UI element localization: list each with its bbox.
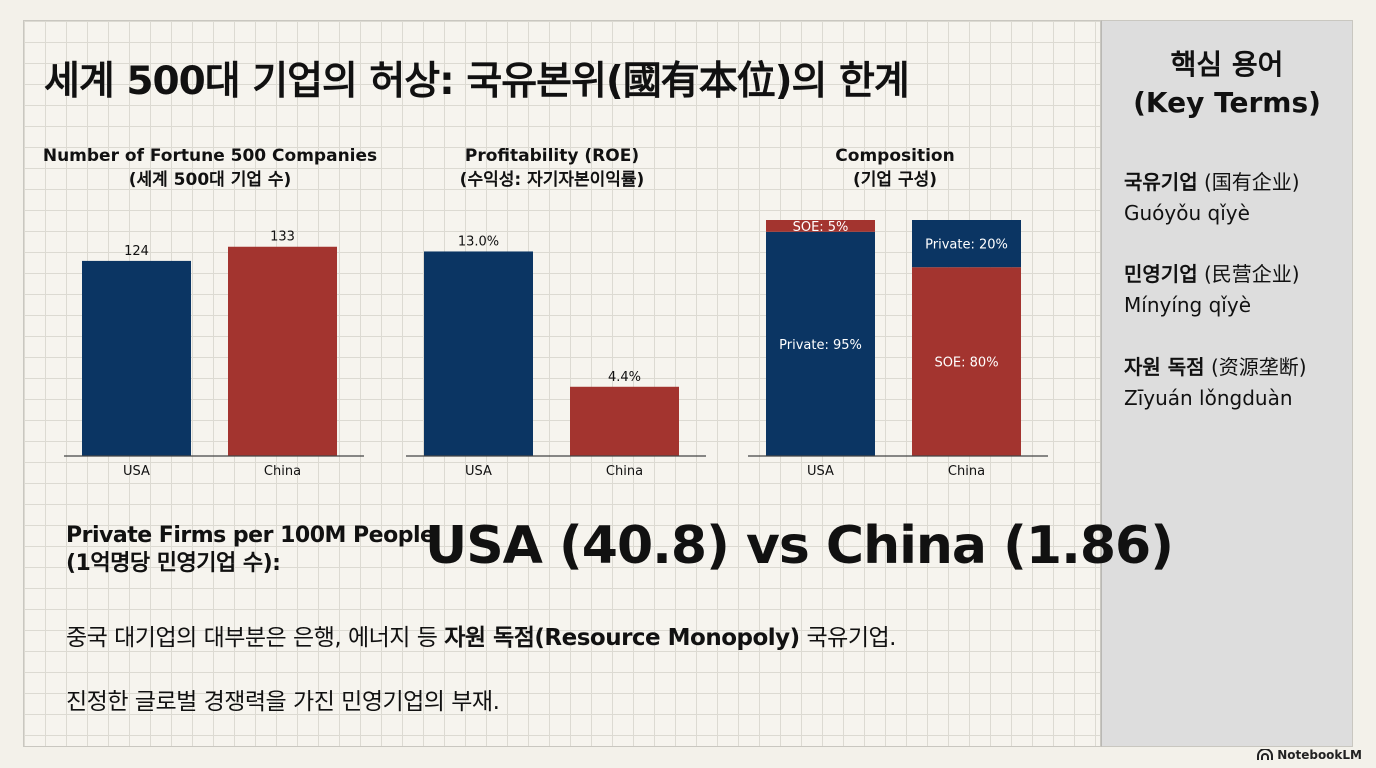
- key-terms-title-line2: (Key Terms): [1133, 86, 1321, 119]
- page-title: 세계 500대 기업의 허상: 국유본위(國有本位)의 한계: [44, 59, 910, 104]
- body-line-1-pre: 중국 대기업의 대부분은 은행, 에너지 등: [66, 625, 445, 651]
- body-line-1: 중국 대기업의 대부분은 은행, 에너지 등 자원 독점(Resource Mo…: [66, 618, 896, 652]
- segment-label: Private: 20%: [925, 238, 1008, 253]
- chart-3-title: Composition: [835, 146, 955, 166]
- key-terms-title-line1: 핵심 용어: [1170, 48, 1284, 81]
- data-label: 133: [270, 230, 295, 245]
- composition-chart: Private: 95% SOE: 5% SOE: 80% Private: 20% U…: [748, 220, 1048, 479]
- term-monopoly-ko: 자원 독점: [1124, 355, 1205, 379]
- bar-china: [570, 386, 679, 456]
- x-tick-label: USA: [123, 464, 150, 479]
- segment-label: Private: 95%: [779, 338, 862, 353]
- term-private-head: 민영기업 (民营企业): [1124, 258, 1349, 287]
- term-monopoly-head: 자원 독점 (资源垄断): [1124, 351, 1349, 380]
- body-line-1-post: 국유기업.: [799, 625, 896, 651]
- chart-2-title: Profitability (ROE): [464, 146, 640, 166]
- chart-3-title-block: Composition (기업 구성): [745, 144, 1045, 192]
- notebooklm-logo-icon: [1257, 749, 1274, 760]
- segment-label: SOE: 80%: [934, 356, 998, 371]
- term-soe-head: 국유기업 (国有企业): [1124, 166, 1349, 195]
- fortune500-count-chart: 124 133 USA China: [64, 230, 364, 479]
- bar-usa: [82, 260, 191, 456]
- data-label: 4.4%: [608, 370, 641, 385]
- brand-mark: NotebookLM: [1257, 748, 1362, 762]
- term-monopoly-zh: (资源垄断): [1210, 355, 1307, 379]
- term-soe: 국유기업 (国有企业) Guóyǒu qǐyè: [1124, 166, 1349, 225]
- key-terms-panel: [1101, 20, 1353, 747]
- chart-1-title-block: Number of Fortune 500 Companies (세계 500대…: [40, 144, 380, 192]
- segment-label: SOE: 5%: [793, 220, 849, 235]
- data-label: 124: [124, 244, 149, 259]
- private-firms-comparison: USA (40.8) vs China (1.86): [425, 516, 1174, 576]
- bar-china-private: [912, 220, 1021, 268]
- term-monopoly-pinyin: Zīyuán lǒngduàn: [1124, 386, 1293, 410]
- term-soe-zh: (国有企业): [1203, 170, 1300, 194]
- term-soe-ko: 국유기업: [1124, 170, 1198, 194]
- chart-3-subtitle: (기업 구성): [852, 170, 938, 190]
- x-tick-label: USA: [807, 464, 834, 479]
- term-private-pinyin: Mínyíng qǐyè: [1124, 293, 1252, 317]
- term-private-zh: (民营企业): [1203, 262, 1300, 286]
- bar-china: [228, 246, 337, 456]
- x-tick-label: China: [264, 464, 301, 479]
- x-tick-label: China: [606, 464, 643, 479]
- data-label: 13.0%: [458, 234, 499, 249]
- body-line-2: 진정한 글로벌 경쟁력을 가진 민영기업의 부재.: [66, 689, 500, 715]
- bar-usa-soe: [766, 220, 875, 232]
- x-tick-label: China: [948, 464, 985, 479]
- brand-name: NotebookLM: [1277, 748, 1362, 762]
- bar-china-soe: [912, 267, 1021, 456]
- key-terms-title: 핵심 용어 (Key Terms): [1101, 46, 1353, 122]
- body-line-1-bold: 자원 독점(Resource Monopoly): [444, 625, 800, 651]
- x-tick-label: USA: [465, 464, 492, 479]
- bar-usa: [424, 251, 533, 456]
- chart-2-subtitle: (수익성: 자기자본이익률): [459, 170, 645, 190]
- term-monopoly: 자원 독점 (资源垄断) Zīyuán lǒngduàn: [1124, 351, 1349, 410]
- chart-2-title-block: Profitability (ROE) (수익성: 자기자본이익률): [402, 144, 702, 192]
- term-soe-pinyin: Guóyǒu qǐyè: [1124, 201, 1250, 225]
- term-private: 민영기업 (民营企业) Mínyíng qǐyè: [1124, 258, 1349, 317]
- private-firms-label-line2: (1억명당 민영기업 수):: [66, 551, 281, 576]
- private-firms-label-line1: Private Firms per 100M People: [66, 523, 435, 548]
- bar-usa-private: [766, 231, 875, 456]
- chart-1-title: Number of Fortune 500 Companies: [42, 146, 378, 166]
- chart-1-subtitle: (세계 500대 기업 수): [128, 170, 292, 190]
- private-firms-label: Private Firms per 100M People (1억명당 민영기업…: [66, 522, 435, 578]
- term-private-ko: 민영기업: [1124, 262, 1198, 286]
- roe-chart: 13.0% 4.4% USA China: [406, 234, 706, 479]
